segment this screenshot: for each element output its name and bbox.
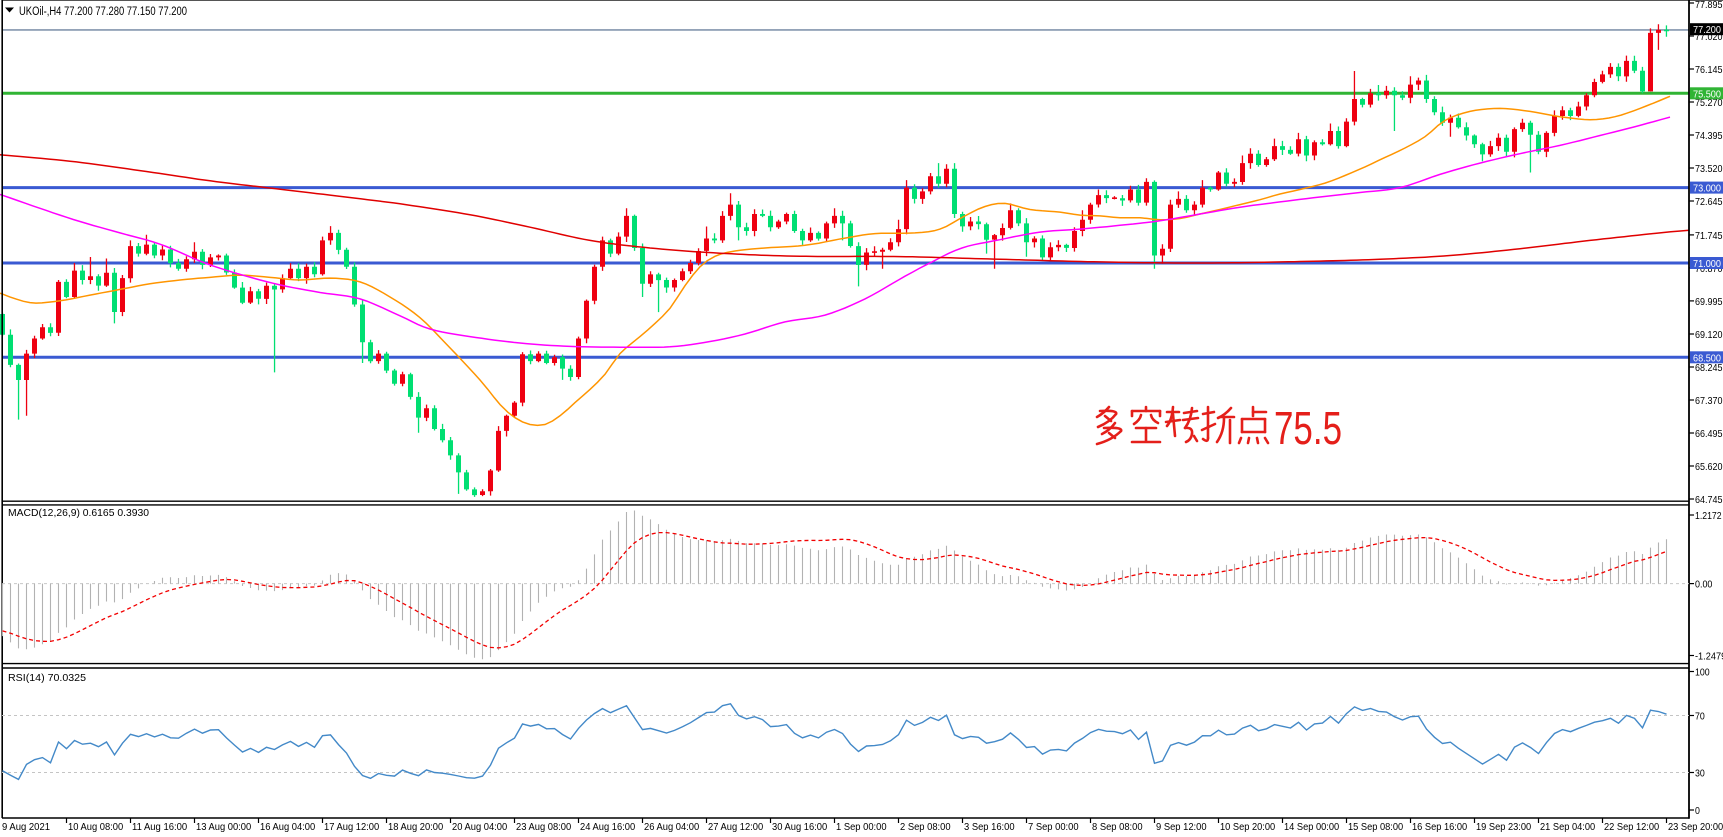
svg-text:68.500: 68.500 bbox=[1693, 352, 1721, 364]
svg-text:27 Aug 12:00: 27 Aug 12:00 bbox=[708, 821, 763, 833]
svg-text:17 Aug 12:00: 17 Aug 12:00 bbox=[324, 821, 379, 833]
svg-text:30 Aug 16:00: 30 Aug 16:00 bbox=[772, 821, 827, 833]
svg-text:10 Aug 08:00: 10 Aug 08:00 bbox=[68, 821, 123, 833]
svg-text:7 Sep 00:00: 7 Sep 00:00 bbox=[1028, 821, 1079, 833]
svg-text:16 Aug 04:00: 16 Aug 04:00 bbox=[260, 821, 315, 833]
svg-text:13 Aug 00:00: 13 Aug 00:00 bbox=[196, 821, 251, 833]
svg-text:69.995: 69.995 bbox=[1695, 296, 1723, 308]
svg-text:100: 100 bbox=[1695, 667, 1710, 679]
svg-text:MACD(12,26,9) 0.6165 0.3930: MACD(12,26,9) 0.6165 0.3930 bbox=[8, 507, 149, 519]
svg-text:75.270: 75.270 bbox=[1695, 97, 1723, 109]
svg-text:30: 30 bbox=[1695, 768, 1705, 780]
svg-text:74.395: 74.395 bbox=[1695, 130, 1723, 142]
svg-text:20 Aug 04:00: 20 Aug 04:00 bbox=[452, 821, 507, 833]
svg-text:75.5: 75.5 bbox=[1274, 402, 1342, 454]
svg-text:71.745: 71.745 bbox=[1695, 230, 1723, 242]
svg-text:1.2172: 1.2172 bbox=[1695, 510, 1722, 522]
svg-text:UKOil-,H4 77.200 77.280 77.15: UKOil-,H4 77.200 77.280 77.150 77.200 bbox=[19, 6, 187, 18]
svg-text:65.620: 65.620 bbox=[1695, 461, 1723, 473]
svg-text:-1.2479: -1.2479 bbox=[1695, 651, 1723, 663]
svg-text:9 Aug 2021: 9 Aug 2021 bbox=[2, 821, 50, 833]
svg-text:77.200: 77.200 bbox=[1693, 24, 1721, 36]
svg-text:2 Sep 08:00: 2 Sep 08:00 bbox=[900, 821, 951, 833]
svg-text:24 Aug 16:00: 24 Aug 16:00 bbox=[580, 821, 635, 833]
svg-text:21 Sep 04:00: 21 Sep 04:00 bbox=[1540, 821, 1595, 833]
svg-text:19 Sep 23:00: 19 Sep 23:00 bbox=[1476, 821, 1531, 833]
svg-text:72.645: 72.645 bbox=[1695, 196, 1723, 208]
svg-text:9 Sep 12:00: 9 Sep 12:00 bbox=[1156, 821, 1207, 833]
svg-text:23 Sep 20:00: 23 Sep 20:00 bbox=[1668, 821, 1723, 833]
svg-text:75.500: 75.500 bbox=[1693, 88, 1721, 100]
svg-text:77.895: 77.895 bbox=[1695, 0, 1723, 11]
svg-text:69.120: 69.120 bbox=[1695, 329, 1723, 341]
svg-text:76.145: 76.145 bbox=[1695, 64, 1723, 76]
svg-text:18 Aug 20:00: 18 Aug 20:00 bbox=[388, 821, 443, 833]
svg-text:15 Sep 08:00: 15 Sep 08:00 bbox=[1348, 821, 1403, 833]
svg-text:73.000: 73.000 bbox=[1693, 183, 1721, 195]
svg-text:73.520: 73.520 bbox=[1695, 163, 1723, 175]
svg-text:10 Sep 20:00: 10 Sep 20:00 bbox=[1220, 821, 1275, 833]
svg-text:0: 0 bbox=[1695, 805, 1700, 817]
svg-text:26 Aug 04:00: 26 Aug 04:00 bbox=[644, 821, 699, 833]
svg-text:68.245: 68.245 bbox=[1695, 362, 1723, 374]
svg-text:23 Aug 08:00: 23 Aug 08:00 bbox=[516, 821, 571, 833]
svg-text:64.745: 64.745 bbox=[1695, 494, 1723, 506]
svg-text:14 Sep 00:00: 14 Sep 00:00 bbox=[1284, 821, 1339, 833]
svg-text:1 Sep 00:00: 1 Sep 00:00 bbox=[836, 821, 887, 833]
svg-text:22 Sep 12:00: 22 Sep 12:00 bbox=[1604, 821, 1659, 833]
svg-text:16 Sep 16:00: 16 Sep 16:00 bbox=[1412, 821, 1467, 833]
svg-text:0.00: 0.00 bbox=[1695, 579, 1713, 591]
svg-text:3 Sep 16:00: 3 Sep 16:00 bbox=[964, 821, 1015, 833]
svg-text:66.495: 66.495 bbox=[1695, 428, 1723, 440]
svg-text:11 Aug 16:00: 11 Aug 16:00 bbox=[132, 821, 187, 833]
svg-text:71.000: 71.000 bbox=[1693, 258, 1721, 270]
svg-text:70: 70 bbox=[1695, 711, 1705, 723]
svg-text:RSI(14) 70.0325: RSI(14) 70.0325 bbox=[8, 672, 86, 684]
svg-text:67.370: 67.370 bbox=[1695, 395, 1723, 407]
svg-text:8 Sep 08:00: 8 Sep 08:00 bbox=[1092, 821, 1143, 833]
